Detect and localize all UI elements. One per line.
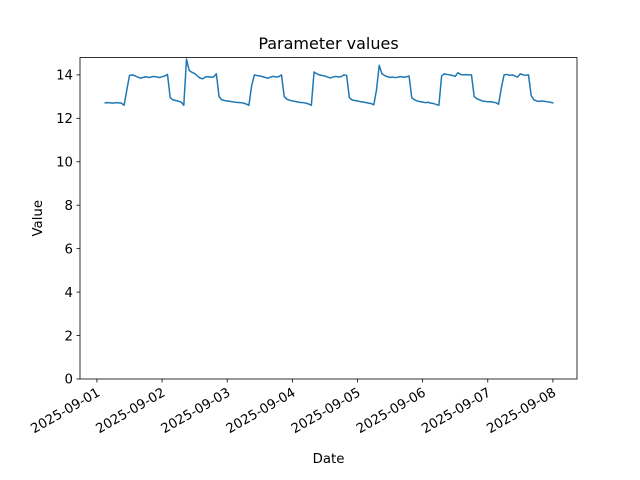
- y-tick-label: 12: [56, 112, 73, 127]
- chart-title: Parameter values: [258, 34, 398, 53]
- y-axis: 0 2 4 6 8 10 12 14: [56, 69, 80, 388]
- plot-area: [80, 57, 577, 379]
- y-tick-label: 0: [65, 373, 73, 388]
- y-tick-label: 14: [56, 69, 73, 84]
- y-axis-label: Value: [31, 200, 46, 237]
- x-axis-label: Date: [313, 452, 345, 467]
- series-line: [104, 58, 554, 107]
- y-tick-label: 2: [65, 329, 73, 344]
- y-tick-label: 8: [65, 199, 73, 214]
- plot-border: [79, 57, 578, 380]
- y-tick-label: 10: [56, 155, 73, 170]
- y-tick-label: 4: [65, 286, 73, 301]
- y-tick-label: 6: [65, 242, 73, 257]
